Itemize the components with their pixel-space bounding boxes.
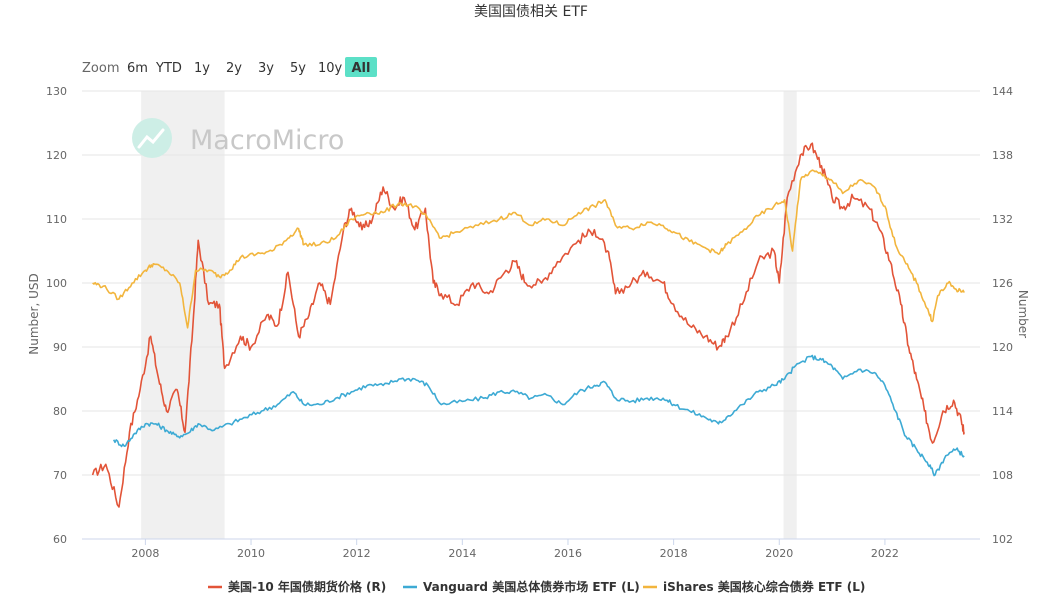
zoom-button-1y[interactable]: 1y xyxy=(194,61,210,76)
zoom-button-ytd[interactable]: YTD xyxy=(155,61,182,76)
right-tick-label: 144 xyxy=(992,85,1013,98)
right-tick-label: 126 xyxy=(992,277,1013,290)
x-tick-label: 2014 xyxy=(448,547,476,560)
legend-item[interactable]: Vanguard 美国总体债券市场 ETF (L) xyxy=(403,579,640,594)
zoom-button-all[interactable]: All xyxy=(345,57,377,77)
zoom-button-2y[interactable]: 2y xyxy=(226,61,242,76)
x-tick-label: 2012 xyxy=(343,547,371,560)
zoom-button-label: 3y xyxy=(258,61,274,76)
watermark-text: MacroMicro xyxy=(190,125,344,156)
x-tick-label: 2020 xyxy=(765,547,793,560)
x-tick-label: 2010 xyxy=(237,547,265,560)
x-tick-label: 2016 xyxy=(554,547,582,560)
left-tick-label: 120 xyxy=(46,149,67,162)
x-tick-label: 2018 xyxy=(660,547,688,560)
zoom-button-3y[interactable]: 3y xyxy=(258,61,274,76)
left-axis-ticks: 60 70 80 90 100 110 120 130 xyxy=(46,85,67,546)
left-tick-label: 130 xyxy=(46,85,67,98)
left-tick-label: 60 xyxy=(53,533,67,546)
zoom-button-label: 1y xyxy=(194,61,210,76)
zoom-button-label: 6m xyxy=(127,61,148,76)
zoom-button-10y[interactable]: 10y xyxy=(318,61,343,76)
right-tick-label: 102 xyxy=(992,533,1013,546)
legend-item[interactable]: 美国-10 年国债期货价格 (R) xyxy=(208,579,386,594)
x-tick-label: 2008 xyxy=(131,547,159,560)
left-tick-label: 70 xyxy=(53,469,67,482)
recession-band xyxy=(783,91,797,539)
right-tick-label: 108 xyxy=(992,469,1013,482)
zoom-button-label: All xyxy=(352,61,371,76)
right-axis-ticks: 102 108 114 120 126 132 138 144 xyxy=(992,85,1013,546)
zoom-button-label: 2y xyxy=(226,61,242,76)
recession-shading xyxy=(141,91,797,539)
series-line xyxy=(112,354,965,477)
left-tick-label: 80 xyxy=(53,405,67,418)
zoom-button-bg xyxy=(345,57,377,77)
legend-item[interactable]: iShares 美国核心综合债券 ETF (L) xyxy=(643,579,865,594)
left-tick-label: 90 xyxy=(53,341,67,354)
x-tick-label: 2022 xyxy=(871,547,899,560)
watermark-logo-icon xyxy=(132,118,172,158)
zoom-button-label: YTD xyxy=(155,61,182,76)
right-tick-label: 138 xyxy=(992,149,1013,162)
series-line xyxy=(92,169,965,329)
zoom-button-5y[interactable]: 5y xyxy=(290,61,306,76)
legend-label: 美国-10 年国债期货价格 (R) xyxy=(228,579,386,594)
watermark: MacroMicro xyxy=(132,118,344,158)
range-selector: Zoom 6m YTD 1y 2y 3y 5y 10y All xyxy=(82,57,377,77)
series-group xyxy=(91,142,965,508)
legend-label: iShares 美国核心综合债券 ETF (L) xyxy=(663,579,865,594)
chart-title: 美国国债相关 ETF xyxy=(474,4,588,20)
zoom-label: Zoom xyxy=(82,61,119,76)
zoom-button-label: 10y xyxy=(318,61,343,76)
right-tick-label: 132 xyxy=(992,213,1013,226)
x-axis-ticks: 2008 2010 2012 2014 2016 2018 2020 2022 xyxy=(131,539,899,560)
left-tick-label: 100 xyxy=(46,277,67,290)
left-tick-label: 110 xyxy=(46,213,67,226)
right-tick-label: 114 xyxy=(992,405,1013,418)
legend: 美国-10 年国债期货价格 (R) Vanguard 美国总体债券市场 ETF (… xyxy=(208,579,865,594)
right-axis-label: Number xyxy=(1016,290,1030,338)
recession-band xyxy=(141,91,225,539)
watermark-chart-icon xyxy=(137,128,165,149)
right-tick-label: 120 xyxy=(992,341,1013,354)
zoom-button-6m[interactable]: 6m xyxy=(127,61,148,76)
legend-label: Vanguard 美国总体债券市场 ETF (L) xyxy=(423,579,640,594)
series-line xyxy=(91,142,965,508)
zoom-button-label: 5y xyxy=(290,61,306,76)
left-axis-label: Number, USD xyxy=(27,273,41,354)
